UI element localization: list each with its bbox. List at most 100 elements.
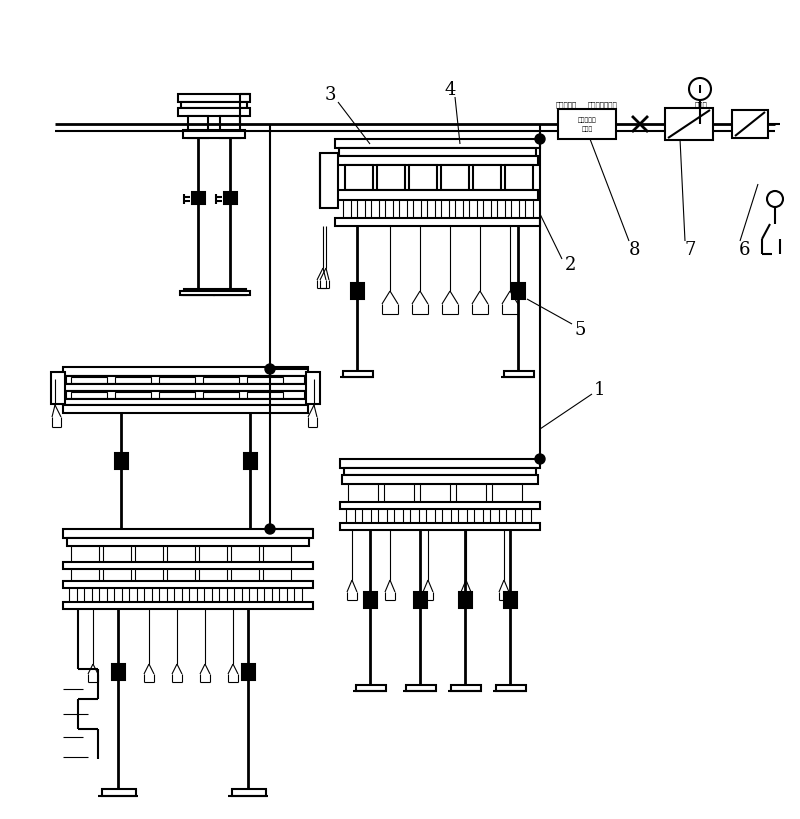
Bar — [504, 372, 534, 378]
Bar — [340, 523, 540, 531]
Bar — [184, 290, 214, 296]
Bar — [343, 372, 373, 378]
Bar — [63, 400, 308, 405]
Circle shape — [535, 135, 545, 145]
Text: 3: 3 — [324, 86, 336, 104]
Bar — [115, 454, 128, 469]
Bar — [107, 533, 137, 540]
Bar — [178, 109, 250, 117]
Bar — [409, 165, 437, 191]
Text: 8: 8 — [630, 241, 641, 259]
Bar — [67, 538, 309, 546]
Bar — [180, 292, 250, 296]
Bar — [199, 569, 227, 581]
Text: 流量积算仪: 流量积算仪 — [578, 118, 596, 123]
Bar — [216, 290, 246, 296]
Bar — [220, 117, 240, 139]
Bar — [135, 569, 163, 581]
Bar — [159, 378, 195, 383]
Bar — [263, 569, 291, 581]
Text: 2: 2 — [564, 256, 576, 274]
Bar — [732, 111, 768, 139]
Bar — [167, 569, 195, 581]
Bar — [224, 193, 237, 205]
Bar — [406, 686, 436, 691]
Bar — [459, 592, 472, 608]
Bar — [558, 110, 616, 140]
Text: 5: 5 — [574, 320, 586, 338]
Bar — [451, 686, 481, 691]
Bar — [103, 546, 131, 563]
Bar — [337, 191, 538, 201]
Bar — [63, 602, 313, 609]
Bar — [63, 405, 308, 414]
Bar — [364, 592, 377, 608]
Bar — [112, 664, 125, 680]
Bar — [236, 533, 266, 540]
Bar — [71, 392, 107, 399]
Bar — [420, 484, 450, 502]
Bar — [665, 109, 713, 141]
Circle shape — [265, 364, 275, 374]
Bar — [244, 454, 257, 469]
Bar — [66, 391, 305, 400]
Bar — [203, 392, 239, 399]
Bar — [505, 165, 533, 191]
Bar — [242, 664, 255, 680]
Text: 流量积算仪: 流量积算仪 — [556, 102, 578, 108]
Bar — [231, 569, 259, 581]
Bar — [183, 131, 245, 139]
Text: 压力表: 压力表 — [695, 102, 708, 108]
Bar — [159, 392, 195, 399]
Bar — [356, 686, 386, 691]
Bar — [344, 468, 536, 475]
Bar — [199, 546, 227, 563]
Bar — [348, 484, 378, 502]
Bar — [456, 484, 486, 502]
Bar — [115, 378, 151, 383]
Bar — [247, 392, 283, 399]
Bar — [340, 502, 540, 509]
Text: 6: 6 — [739, 241, 750, 259]
Bar — [181, 103, 247, 109]
Circle shape — [535, 455, 545, 464]
Bar — [337, 156, 538, 165]
Bar — [492, 484, 522, 502]
Bar — [102, 789, 136, 796]
Bar — [178, 95, 250, 103]
Bar — [66, 377, 305, 385]
Bar — [473, 165, 501, 191]
Circle shape — [689, 79, 711, 101]
Bar — [63, 385, 308, 391]
Circle shape — [265, 524, 275, 534]
Bar — [345, 165, 373, 191]
Bar — [342, 475, 538, 484]
Text: 1: 1 — [594, 381, 606, 399]
Bar — [335, 140, 540, 149]
Bar — [63, 368, 308, 377]
Text: 7: 7 — [684, 241, 696, 259]
Text: 压差流量传感器: 压差流量传感器 — [588, 102, 618, 108]
Bar — [231, 546, 259, 563]
Bar — [340, 459, 540, 468]
Bar — [63, 563, 313, 569]
Bar — [103, 569, 131, 581]
Bar — [71, 378, 107, 383]
Bar — [504, 592, 517, 608]
Bar — [335, 219, 540, 227]
Bar — [71, 569, 99, 581]
Text: I: I — [698, 85, 702, 95]
Bar — [441, 165, 469, 191]
Bar — [263, 546, 291, 563]
Bar — [167, 546, 195, 563]
Bar — [247, 378, 283, 383]
Bar — [135, 546, 163, 563]
Bar — [320, 154, 338, 209]
Bar — [192, 193, 205, 205]
Bar — [384, 484, 414, 502]
Bar — [203, 378, 239, 383]
Bar — [51, 373, 65, 405]
Bar — [339, 149, 536, 156]
Bar — [351, 284, 364, 300]
Bar — [232, 789, 266, 796]
